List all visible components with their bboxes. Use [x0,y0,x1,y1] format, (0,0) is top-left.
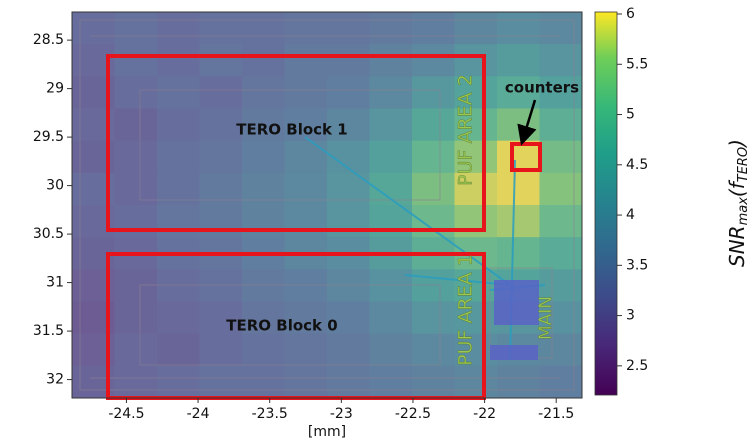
colorbar-tick-label: 2.5 [626,358,648,374]
colorbar-tick-label: 3.5 [626,257,648,273]
x-tick-label: -24.5 [108,406,144,422]
y-tick-label: 31 [46,275,64,291]
annotation: TERO Block 1 [236,121,347,139]
y-tick-label: 28.5 [33,32,64,48]
colorbar-tick-label: 5 [626,107,635,123]
colorbar-label: SNRmax(fTERO) [725,139,751,267]
cb-label-part: ) [725,139,749,149]
x-tick-label: -24 [187,406,210,422]
x-axis-label: [mm] [308,424,346,440]
annotation: counters [505,79,579,97]
y-tick-label: 29.5 [33,129,64,145]
annotation: MAIN [536,296,556,340]
colorbar-tick-label: 6 [626,6,635,22]
colorbar [595,12,617,395]
colorbar-tick-label: 5.5 [626,56,648,72]
y-tick-label: 29 [46,81,64,97]
main-block [490,280,539,360]
annotation: TERO Block 0 [226,317,337,335]
chart: TERO Block 1 TERO Block 0 counters PUF A… [0,0,754,443]
annotation: PUF AREA 2 [455,74,477,186]
y-tick-label: 31.5 [33,323,64,339]
y-tick-label: 32 [46,372,64,388]
cb-label-part: max [736,197,751,226]
x-tick-label: -22 [473,406,496,422]
y-tick-label: 30 [46,178,64,194]
x-tick-label: -22.5 [395,406,431,422]
colorbar-tick-label: 4.5 [626,157,648,173]
x-tick-label: -21.5 [538,406,574,422]
x-tick-label: -23 [330,406,353,422]
colorbar-tick-label: 3 [626,308,635,324]
colorbar-tick-label: 4 [626,207,635,223]
cb-label-part: TERO [736,147,751,182]
chip-overlay [72,12,582,398]
annotation: PUF AREA 1 [455,254,477,366]
cb-label-part: SNR [725,225,749,267]
x-tick-label: -23.5 [252,406,288,422]
y-tick-label: 30.5 [33,226,64,242]
